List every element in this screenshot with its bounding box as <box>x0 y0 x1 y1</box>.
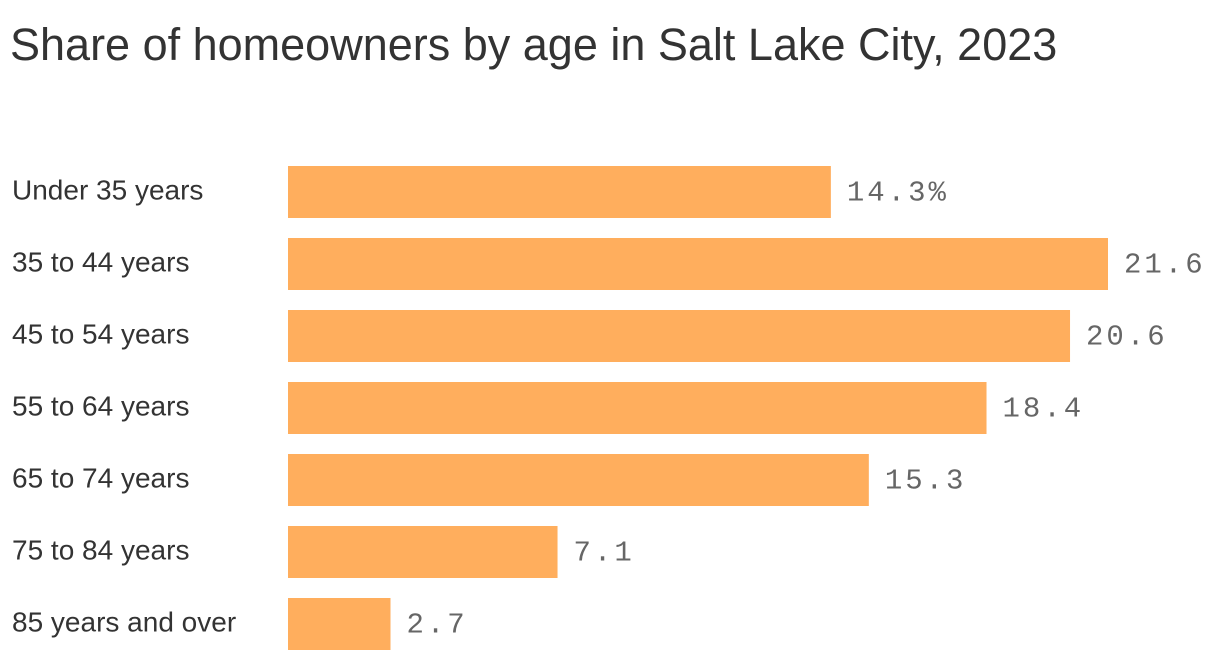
value-label: 15.3 <box>885 465 967 498</box>
value-label: 20.6 <box>1086 321 1168 354</box>
value-label: 2.7 <box>407 609 468 642</box>
bar <box>288 238 1108 290</box>
category-label: Under 35 years <box>12 174 203 205</box>
value-label: 18.4 <box>1003 393 1085 426</box>
bar <box>288 454 869 506</box>
chart-title: Share of homeowners by age in Salt Lake … <box>10 19 1058 70</box>
category-label: 55 to 64 years <box>12 390 189 421</box>
value-label: 7.1 <box>574 537 635 570</box>
value-label: 14.3% <box>847 177 949 210</box>
bar <box>288 310 1071 362</box>
category-label: 75 to 84 years <box>12 534 189 565</box>
category-label: 65 to 74 years <box>12 462 189 493</box>
category-label: 85 years and over <box>12 606 236 637</box>
bar <box>288 598 391 650</box>
bar <box>288 526 558 578</box>
bar <box>288 382 987 434</box>
category-label: 45 to 54 years <box>12 318 189 349</box>
value-label: 21.6 <box>1124 249 1206 282</box>
bar <box>288 166 831 218</box>
category-label: 35 to 44 years <box>12 246 189 277</box>
